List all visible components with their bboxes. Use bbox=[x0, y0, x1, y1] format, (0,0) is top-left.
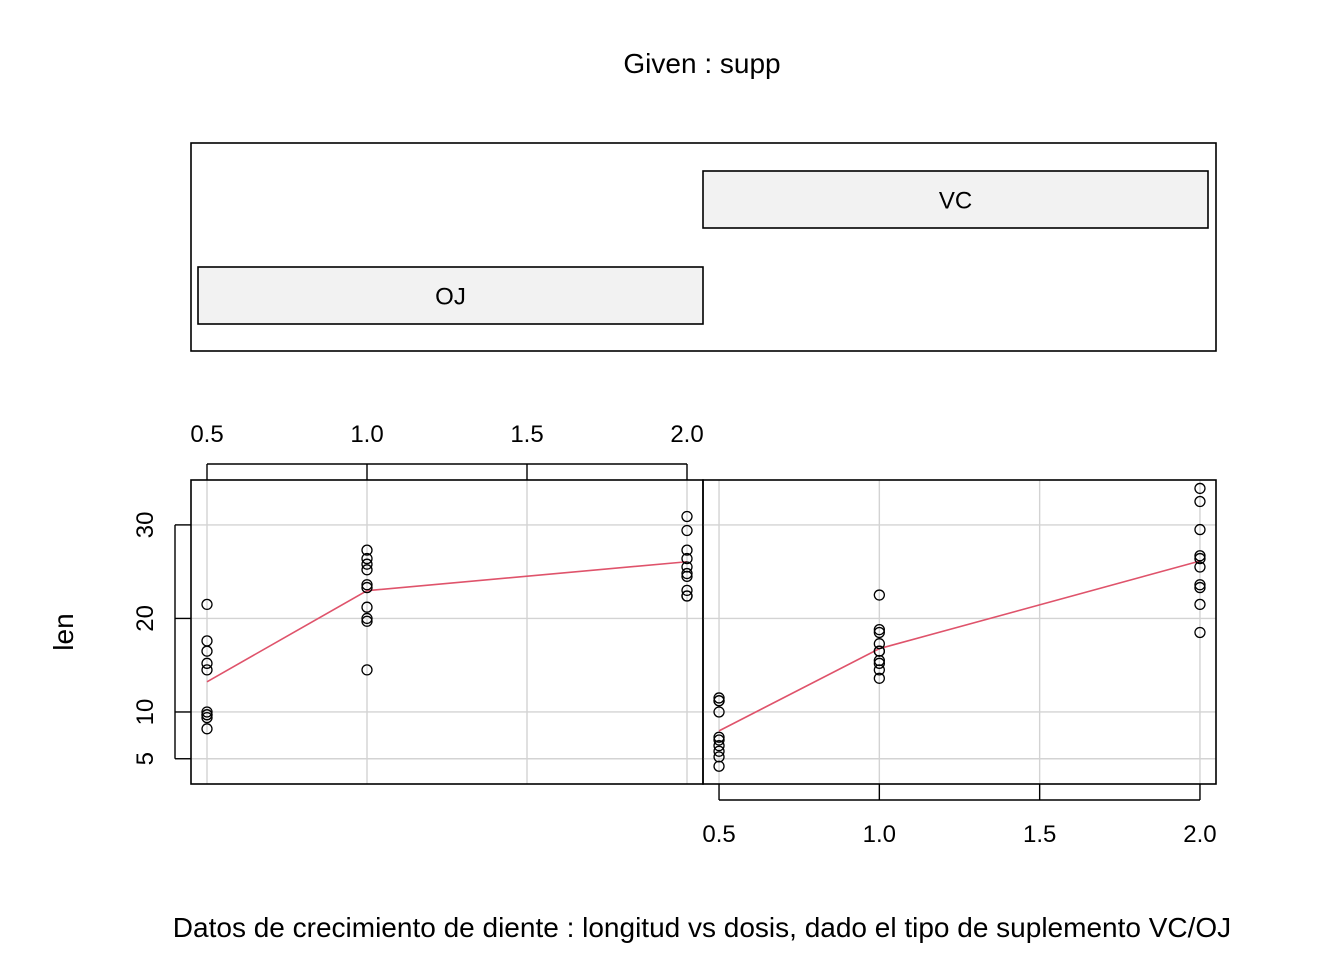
data-point bbox=[873, 626, 885, 639]
given-title: Given : supp bbox=[623, 48, 780, 79]
panel-oj bbox=[190, 479, 704, 785]
panel-frame bbox=[190, 479, 704, 785]
data-point bbox=[361, 558, 373, 570]
data-point bbox=[681, 590, 693, 602]
data-point bbox=[1194, 581, 1206, 594]
data-point bbox=[361, 601, 373, 613]
given-panel: OJ VC bbox=[190, 142, 1217, 352]
given-bar-label: OJ bbox=[435, 284, 466, 311]
top-axis-tick-label: 0.5 bbox=[190, 421, 223, 448]
given-bars: OJ VC bbox=[197, 170, 1209, 325]
x-axis-label: Datos de crecimiento de diente : longitu… bbox=[173, 912, 1231, 943]
data-point bbox=[873, 624, 885, 636]
data-point bbox=[873, 645, 885, 657]
data-point bbox=[713, 731, 725, 743]
data-point bbox=[713, 751, 725, 763]
data-point bbox=[681, 510, 693, 523]
left-axis-tick-label: 10 bbox=[132, 699, 159, 726]
data-point bbox=[1194, 482, 1206, 495]
top-axis-tick-label: 2.0 bbox=[670, 421, 703, 448]
data-point bbox=[361, 612, 373, 625]
data-point bbox=[681, 544, 693, 556]
data-point bbox=[1194, 598, 1206, 611]
data-point bbox=[201, 645, 213, 657]
data-point bbox=[1194, 523, 1206, 536]
left-axis-tick-label: 5 bbox=[132, 752, 159, 765]
data-point bbox=[361, 552, 373, 565]
data-point bbox=[361, 581, 373, 594]
data-point bbox=[1194, 579, 1206, 591]
left-axis-tick-label: 20 bbox=[132, 605, 159, 632]
data-point bbox=[361, 615, 373, 627]
bottom-axis-tick-label: 0.5 bbox=[702, 821, 735, 848]
data-point bbox=[361, 664, 373, 676]
data-point bbox=[201, 709, 213, 721]
data-point bbox=[713, 745, 725, 757]
data-point bbox=[873, 638, 885, 650]
smooth-line bbox=[206, 560, 688, 683]
top-axis-tick-label: 1.5 bbox=[510, 421, 543, 448]
data-point bbox=[1194, 561, 1206, 573]
axes: 0.5 1.0 1.5 2.0 0.5 1.0 1.5 2.0 5 10 20 30 bbox=[132, 421, 1217, 848]
data-point bbox=[681, 552, 693, 565]
given-bar-oj bbox=[197, 266, 704, 325]
data-point bbox=[873, 589, 885, 601]
data-point bbox=[201, 664, 213, 676]
data-point bbox=[1194, 495, 1206, 508]
data-point bbox=[873, 672, 885, 684]
data-point bbox=[873, 657, 885, 669]
panel-frame bbox=[702, 479, 1217, 785]
data-point bbox=[713, 706, 725, 718]
bottom-axis-tick-label: 1.0 bbox=[863, 821, 896, 848]
data-point bbox=[361, 564, 373, 576]
data-point bbox=[1194, 626, 1206, 639]
data-point bbox=[201, 711, 213, 724]
top-axis-tick-label: 1.0 bbox=[350, 421, 383, 448]
data-point bbox=[361, 579, 373, 591]
given-bar-label: VC bbox=[939, 188, 972, 215]
left-axis-tick-label: 30 bbox=[132, 512, 159, 539]
data-point bbox=[681, 524, 693, 537]
data-point bbox=[361, 544, 373, 556]
data-point bbox=[1194, 552, 1206, 565]
data-point bbox=[201, 723, 213, 735]
data-point bbox=[201, 706, 213, 718]
data-point bbox=[713, 692, 725, 704]
data-point bbox=[201, 657, 213, 669]
data-point bbox=[713, 695, 725, 707]
y-axis-label: len bbox=[48, 613, 79, 650]
data-point bbox=[713, 739, 725, 752]
given-bar-vc bbox=[702, 170, 1209, 229]
data-point bbox=[681, 570, 693, 582]
data-point bbox=[713, 734, 725, 746]
data-panels bbox=[190, 479, 1217, 785]
bottom-axis-tick-label: 2.0 bbox=[1183, 821, 1216, 848]
panel-vc bbox=[702, 479, 1217, 785]
bottom-axis-tick-label: 1.5 bbox=[1023, 821, 1056, 848]
data-point bbox=[681, 584, 693, 597]
given-panel-frame bbox=[190, 142, 1217, 352]
smooth-line bbox=[718, 560, 1201, 732]
data-point bbox=[1194, 550, 1206, 562]
data-point bbox=[681, 567, 693, 580]
data-point bbox=[201, 598, 213, 611]
